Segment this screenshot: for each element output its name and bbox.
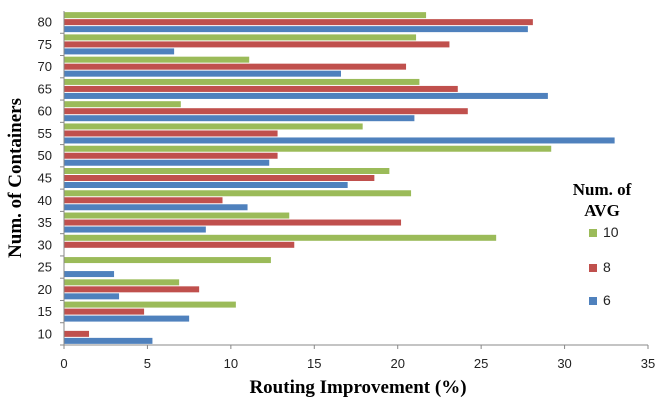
y-tick-label: 50 (38, 148, 52, 163)
x-tick-label: 25 (474, 356, 488, 371)
legend-swatch-10 (589, 229, 597, 237)
bar-55-series-6 (64, 137, 615, 144)
bar-25-series-6 (64, 271, 115, 278)
bar-80-series-10 (64, 12, 427, 19)
bar-50-series-10 (64, 145, 552, 152)
bar-40-series-8 (64, 197, 223, 204)
bar-65-series-6 (64, 92, 548, 99)
y-tick-label: 80 (38, 15, 52, 30)
bar-80-series-6 (64, 26, 528, 33)
bar-45-series-6 (64, 182, 348, 188)
y-tick-label: 75 (38, 37, 52, 52)
y-tick-label: 15 (38, 304, 52, 319)
bar-20-series-6 (64, 293, 120, 300)
y-tick-label: 30 (38, 237, 52, 252)
legend-label-8: 8 (603, 259, 611, 275)
bar-75-series-8 (64, 41, 450, 48)
y-tick-labels: 10 15 20 25 30 35 40 45 50 55 60 65 70 75 80 (38, 15, 64, 346)
x-tick-label: 35 (641, 356, 655, 371)
bar-50-series-8 (64, 152, 278, 159)
legend-title-line1: Num. of (573, 180, 632, 199)
bar-10-series-6 (64, 337, 153, 344)
bar-30-series-10 (64, 234, 497, 241)
y-tick-label: 25 (38, 260, 52, 275)
bar-35-series-6 (64, 226, 206, 233)
y-tick-label: 20 (38, 282, 52, 297)
bar-75-series-6 (64, 48, 175, 55)
y-tick-label: 65 (38, 81, 52, 96)
bar-60-series-10 (64, 101, 181, 108)
bar-55-series-10 (64, 123, 363, 130)
bar-10-series-8 (64, 330, 90, 337)
bar-15-series-8 (64, 308, 145, 315)
y-tick-label: 40 (38, 193, 52, 208)
bar-70-series-8 (64, 63, 407, 70)
bar-15-series-10 (64, 301, 236, 308)
bar-15-series-6 (64, 315, 190, 322)
bar-65-series-10 (64, 78, 420, 85)
bar-50-series-6 (64, 159, 270, 166)
bar-80-series-8 (64, 19, 533, 26)
x-tick-label: 20 (390, 356, 404, 371)
y-tick-label: 55 (38, 126, 52, 141)
x-tick-label: 10 (224, 356, 238, 371)
x-tick-label: 15 (307, 356, 321, 371)
bar-65-series-8 (64, 85, 458, 92)
bar-40-series-6 (64, 204, 248, 211)
bar-35-series-8 (64, 219, 402, 226)
legend-swatch-6 (589, 297, 597, 305)
legend-label-10: 10 (603, 224, 619, 240)
bar-30-series-8 (64, 241, 295, 248)
bar-60-series-8 (64, 108, 468, 115)
bar-70-series-6 (64, 70, 341, 77)
y-tick-label: 60 (38, 104, 52, 119)
bar-25-series-10 (64, 257, 271, 264)
bar-75-series-10 (64, 34, 417, 41)
legend-swatch-8 (589, 264, 597, 272)
x-axis-title: Routing Improvement (%) (249, 377, 466, 398)
y-axis-title: Num. of Containers (5, 98, 26, 258)
legend-title-line2: AVG (584, 201, 620, 220)
bar-45-series-8 (64, 175, 375, 181)
legend: Num. of AVG 10 8 6 (573, 180, 632, 308)
legend-label-6: 6 (603, 292, 611, 308)
bar-70-series-10 (64, 56, 250, 63)
bar-20-series-10 (64, 279, 180, 286)
bar-55-series-8 (64, 130, 278, 137)
bar-60-series-6 (64, 115, 415, 122)
x-tick-label: 30 (557, 356, 571, 371)
x-tick-label: 0 (60, 356, 67, 371)
bar-40-series-10 (64, 190, 412, 197)
bar-45-series-10 (64, 168, 390, 174)
bars-layer (64, 12, 615, 344)
x-tick-labels: 0 5 10 15 20 25 30 35 (60, 345, 655, 371)
bar-20-series-8 (64, 286, 200, 293)
y-tick-label: 70 (38, 59, 52, 74)
y-tick-label: 10 (38, 326, 52, 341)
bar-35-series-10 (64, 212, 290, 219)
x-tick-label: 5 (144, 356, 151, 371)
y-tick-label: 45 (38, 171, 52, 186)
y-tick-label: 35 (38, 215, 52, 230)
